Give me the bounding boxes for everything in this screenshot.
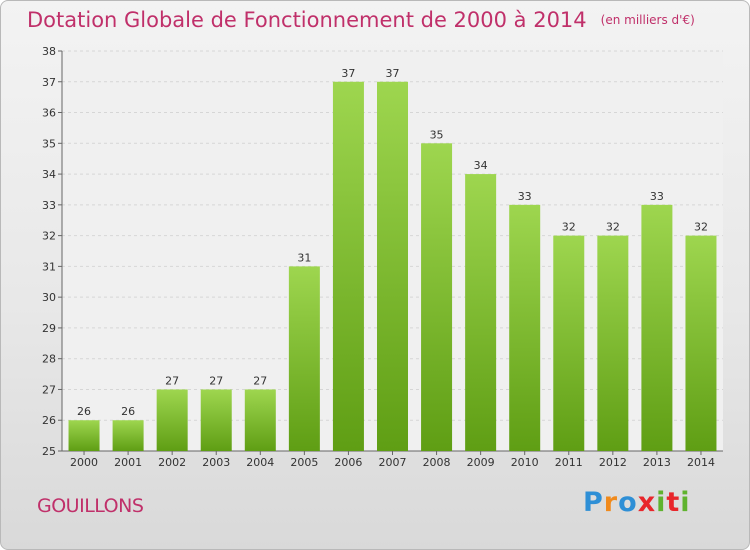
x-tick-label: 2009 (467, 456, 495, 469)
logo-letter: i (656, 487, 667, 518)
bar (200, 389, 232, 451)
y-tick-label: 33 (42, 199, 56, 212)
logo-letter: t (666, 487, 681, 518)
y-tick-label: 37 (42, 76, 56, 89)
chart-subtitle: (en milliers d'€) (600, 13, 695, 27)
bar (112, 420, 144, 451)
x-tick-label: 2013 (643, 456, 671, 469)
logo-letter: P (583, 487, 604, 518)
data-label: 35 (430, 128, 444, 141)
bar (332, 81, 364, 452)
data-label: 27 (253, 374, 267, 387)
y-tick-label: 27 (42, 383, 56, 396)
bar (509, 204, 541, 451)
data-label: 37 (386, 67, 400, 80)
logo-letter: x (637, 487, 657, 518)
data-label: 33 (650, 190, 664, 203)
x-tick-label: 2006 (334, 456, 362, 469)
bar (244, 389, 276, 451)
proxiti-logo: Proxiti (583, 487, 691, 518)
bar (377, 81, 408, 452)
data-label: 31 (297, 251, 311, 264)
commune-name: GOUILLONS (37, 495, 144, 517)
logo-letter: r (603, 487, 619, 518)
x-tick-label: 2003 (202, 456, 230, 469)
x-tick-label: 2005 (290, 456, 318, 469)
data-label: 34 (474, 159, 488, 172)
data-label: 27 (209, 374, 223, 387)
x-tick-label: 2004 (246, 456, 274, 469)
bar (465, 174, 497, 452)
x-tick-label: 2014 (687, 456, 715, 469)
x-tick-label: 2001 (114, 456, 142, 469)
data-label: 33 (518, 190, 532, 203)
x-tick-label: 2000 (70, 456, 98, 469)
bar (597, 235, 629, 451)
chart-title-text: Dotation Globale de Fonctionnement de 20… (27, 8, 587, 32)
x-tick-label: 2007 (379, 456, 407, 469)
data-label: 27 (165, 374, 179, 387)
y-tick-label: 31 (42, 260, 56, 273)
y-tick-label: 35 (42, 137, 56, 150)
logo-letter: i (680, 487, 691, 518)
bar (156, 389, 188, 451)
y-tick-label: 30 (42, 291, 56, 304)
data-label: 32 (694, 221, 708, 234)
data-label: 26 (77, 405, 91, 418)
x-tick-label: 2012 (599, 456, 627, 469)
x-tick-label: 2011 (555, 456, 583, 469)
data-label: 37 (341, 67, 355, 80)
data-label: 26 (121, 405, 135, 418)
y-tick-label: 38 (42, 45, 56, 58)
bar (553, 235, 585, 451)
x-tick-label: 2008 (423, 456, 451, 469)
x-tick-label: 2002 (158, 456, 186, 469)
logo-letter: o (618, 487, 638, 518)
y-tick-label: 26 (42, 414, 56, 427)
x-tick-label: 2010 (511, 456, 539, 469)
y-tick-label: 28 (42, 353, 56, 366)
y-tick-label: 32 (42, 230, 56, 243)
y-tick-label: 36 (42, 107, 56, 120)
bar (68, 420, 100, 451)
chart-title: Dotation Globale de Fonctionnement de 20… (27, 8, 695, 32)
y-tick-label: 29 (42, 322, 56, 335)
y-tick-label: 34 (42, 168, 56, 181)
bar (288, 266, 320, 451)
bar (641, 204, 673, 451)
data-label: 32 (562, 221, 576, 234)
data-label: 32 (606, 221, 620, 234)
y-tick-label: 25 (42, 445, 56, 458)
bar (685, 235, 717, 451)
bar (421, 143, 453, 452)
